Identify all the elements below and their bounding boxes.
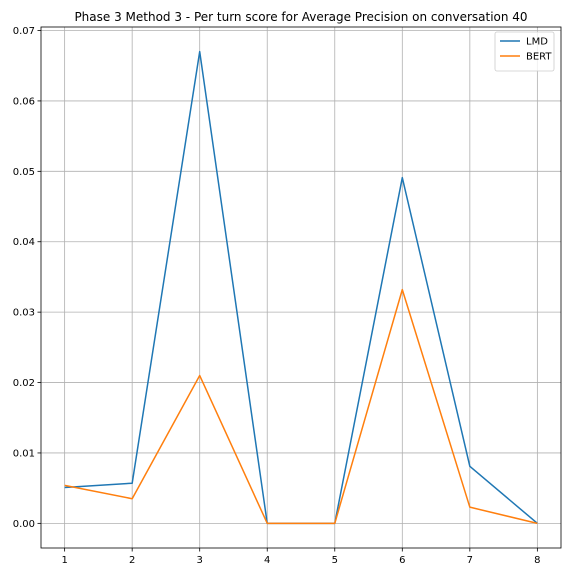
x-tick-label: 1: [61, 555, 67, 566]
x-tick-label: 5: [332, 555, 338, 566]
x-tick-label: 8: [534, 555, 540, 566]
x-axis: 1 2 3 4 5 6 7 8: [61, 548, 541, 566]
y-tick-label: 0.01: [13, 448, 35, 459]
y-tick-label: 0.00: [13, 519, 35, 530]
y-tick-label: 0.04: [13, 237, 35, 248]
x-tick-label: 3: [197, 555, 203, 566]
x-tick-label: 6: [399, 555, 405, 566]
plot-frame: [40, 26, 562, 549]
x-tick-label: 7: [467, 555, 473, 566]
x-tick-label: 4: [264, 555, 270, 566]
y-tick-label: 0.06: [13, 96, 35, 107]
legend-label: BERT: [526, 52, 552, 63]
y-tick-label: 0.05: [13, 167, 35, 178]
legend-label: LMD: [526, 37, 548, 48]
y-axis: 0.00 0.01 0.02 0.03 0.04 0.05 0.06 0.07: [13, 26, 41, 530]
y-tick-label: 0.03: [13, 308, 35, 319]
x-tick-label: 2: [129, 555, 135, 566]
y-tick-label: 0.02: [13, 378, 35, 389]
series-lines: [64, 50, 538, 525]
y-tick-label: 0.07: [13, 26, 35, 37]
legend: LMD BERT: [494, 31, 555, 72]
grid: [41, 27, 561, 548]
chart-title: Phase 3 Method 3 - Per turn score for Av…: [74, 10, 527, 24]
series-line-bert: [64, 288, 538, 525]
